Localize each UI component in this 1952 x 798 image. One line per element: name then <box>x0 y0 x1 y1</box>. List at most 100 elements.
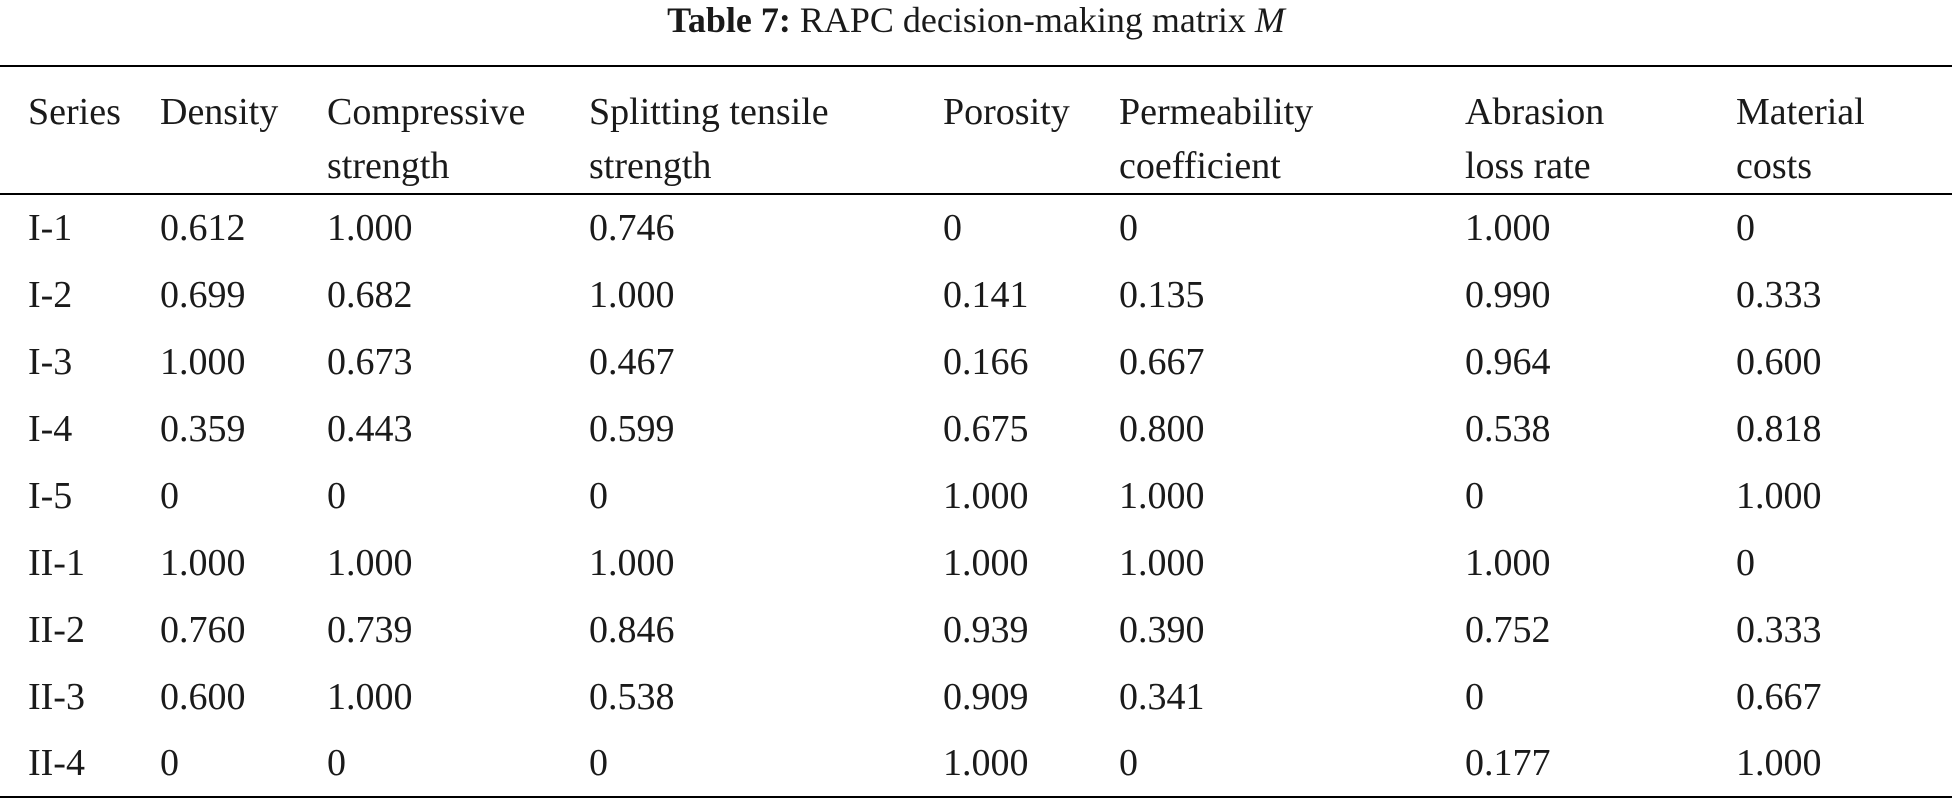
column-header-line: Compressive <box>327 91 526 133</box>
value-cell: 0.359 <box>160 407 246 450</box>
value-cell: 1.000 <box>1465 541 1551 584</box>
series-cell: I-5 <box>28 474 73 517</box>
series-cell: I-2 <box>28 273 73 316</box>
value-cell: 0.333 <box>1736 273 1822 316</box>
value-cell: 0.141 <box>943 273 1029 316</box>
value-cell: 0.166 <box>943 340 1029 383</box>
caption-symbol: M <box>1254 0 1285 40</box>
column-header-abrasion-loss-rate: Abrasion loss rate <box>1465 65 1736 195</box>
series-cell: II-4 <box>0 730 160 798</box>
column-header-line: Abrasion <box>1465 91 1605 133</box>
value-cell: 0.760 <box>160 608 246 651</box>
value-cell: 0.341 <box>1119 675 1205 718</box>
value-cell: 0 <box>1119 730 1465 798</box>
value-cell: 1.000 <box>943 541 1029 584</box>
column-header-permeability-coefficient: Permeability coefficient <box>1119 65 1465 195</box>
value-cell: 0.177 <box>1465 730 1736 798</box>
value-cell: 1.000 <box>943 474 1029 517</box>
value-cell: 0 <box>589 730 943 798</box>
value-cell: 1.000 <box>589 541 675 584</box>
value-cell: 0.990 <box>1465 273 1551 316</box>
series-cell: II-2 <box>28 608 85 651</box>
value-cell: 1.000 <box>327 541 413 584</box>
column-header-line: strength <box>589 145 712 187</box>
column-header-line: Series <box>28 91 121 133</box>
column-header-line: strength <box>327 145 450 187</box>
value-cell: 0 <box>943 207 962 249</box>
value-cell: 1.000 <box>160 340 246 383</box>
value-cell: 0 <box>160 730 327 798</box>
value-cell: 0.746 <box>589 207 675 249</box>
table-caption: Table 7: RAPC decision-making matrix M <box>0 0 1952 52</box>
table-row: I-1 0.612 1.000 0.746 0 0 1.000 0 <box>0 194 1952 261</box>
value-cell: 1.000 <box>1119 474 1205 517</box>
value-cell: 0.599 <box>589 407 675 450</box>
column-header-material-costs: Material costs <box>1736 65 1952 195</box>
value-cell: 0.600 <box>1736 340 1822 383</box>
value-cell: 0.612 <box>160 207 246 249</box>
column-header-line: Permeability <box>1119 91 1314 133</box>
column-header-series: Series <box>0 65 160 195</box>
value-cell: 0 <box>1465 675 1484 718</box>
caption-text: RAPC decision-making matrix <box>799 0 1246 40</box>
table-row: II-1 1.000 1.000 1.000 1.000 1.000 1.000 0 <box>0 529 1952 596</box>
value-cell: 1.000 <box>589 273 675 316</box>
series-cell: I-1 <box>28 207 73 249</box>
value-cell: 0.846 <box>589 608 675 651</box>
header-row: Series Density Compressive strength Splittin… <box>0 65 1952 195</box>
value-cell: 1.000 <box>1465 207 1551 249</box>
value-cell: 0.699 <box>160 273 246 316</box>
caption-label: Table 7: <box>667 0 791 40</box>
table-row: I-4 0.359 0.443 0.599 0.675 0.800 0.538 0.818 <box>0 395 1952 462</box>
value-cell: 1.000 <box>327 675 413 718</box>
column-header-line: Splitting tensile <box>589 91 829 133</box>
column-header-porosity: Porosity <box>943 65 1119 195</box>
series-cell: II-3 <box>28 675 85 718</box>
table-row: I-3 1.000 0.673 0.467 0.166 0.667 0.964 0.600 <box>0 328 1952 395</box>
series-cell: II-1 <box>28 541 85 584</box>
value-cell: 0.538 <box>589 675 675 718</box>
value-cell: 1.000 <box>1736 730 1952 798</box>
value-cell: 0.673 <box>327 340 413 383</box>
value-cell: 0 <box>327 730 589 798</box>
value-cell: 0 <box>1736 207 1755 249</box>
value-cell: 0.752 <box>1465 608 1551 651</box>
value-cell: 0 <box>160 474 179 517</box>
value-cell: 1.000 <box>1119 541 1205 584</box>
series-cell: I-4 <box>28 407 73 450</box>
table-row: II-2 0.760 0.739 0.846 0.939 0.390 0.752 0.333 <box>0 596 1952 663</box>
value-cell: 1.000 <box>1736 474 1822 517</box>
table-row: II-4 0 0 0 1.000 0 0.177 1.000 <box>0 730 1952 798</box>
table-row: I-5 0 0 0 1.000 1.000 0 1.000 <box>0 462 1952 529</box>
value-cell: 0.964 <box>1465 340 1551 383</box>
value-cell: 0.667 <box>1119 340 1205 383</box>
column-header-line: Material <box>1736 91 1865 133</box>
value-cell: 0.467 <box>589 340 675 383</box>
value-cell: 0 <box>1119 207 1138 249</box>
column-header-line: Density <box>160 91 279 133</box>
value-cell: 0.682 <box>327 273 413 316</box>
column-header-line: coefficient <box>1119 145 1281 187</box>
series-cell: I-3 <box>28 340 73 383</box>
column-header-line: costs <box>1736 145 1812 187</box>
value-cell: 0 <box>327 474 346 517</box>
value-cell: 1.000 <box>943 730 1119 798</box>
column-header-splitting-tensile-strength: Splitting tensile strength <box>589 65 943 195</box>
value-cell: 0.739 <box>327 608 413 651</box>
value-cell: 0.135 <box>1119 273 1205 316</box>
table-row: I-2 0.699 0.682 1.000 0.141 0.135 0.990 0.333 <box>0 261 1952 328</box>
value-cell: 1.000 <box>160 541 246 584</box>
value-cell: 0.538 <box>1465 407 1551 450</box>
value-cell: 0.443 <box>327 407 413 450</box>
table-header: Series Density Compressive strength Splittin… <box>0 65 1952 195</box>
value-cell: 0 <box>589 474 608 517</box>
table-body: I-1 0.612 1.000 0.746 0 0 1.000 0 I-2 0.699 0.682 1… <box>0 194 1952 798</box>
value-cell: 0 <box>1465 474 1484 517</box>
column-header-line: loss rate <box>1465 145 1591 187</box>
value-cell: 0.333 <box>1736 608 1822 651</box>
value-cell: 1.000 <box>327 207 413 249</box>
value-cell: 0.909 <box>943 675 1029 718</box>
value-cell: 0.675 <box>943 407 1029 450</box>
value-cell: 0.390 <box>1119 608 1205 651</box>
value-cell: 0.600 <box>160 675 246 718</box>
